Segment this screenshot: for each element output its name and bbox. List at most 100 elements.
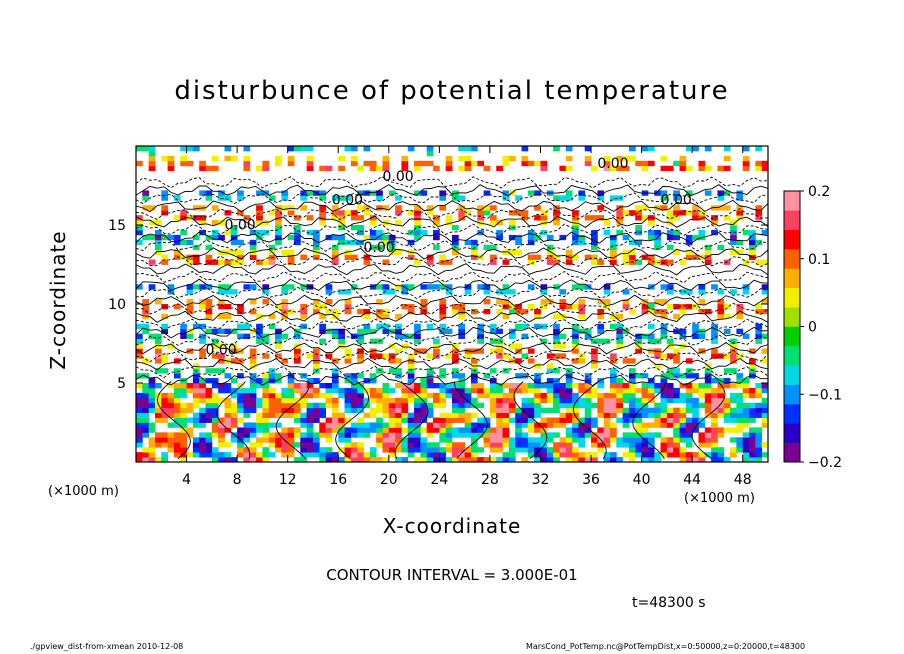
heatmap-cell	[445, 392, 453, 399]
heatmap-cell	[287, 447, 295, 453]
heatmap-cell	[199, 220, 206, 226]
heatmap-cell	[230, 407, 238, 414]
heatmap-cell	[704, 402, 712, 409]
heatmap-cell	[218, 432, 225, 438]
heatmap-cell	[452, 442, 459, 448]
heatmap-cell	[616, 387, 624, 394]
heatmap-cell	[578, 358, 586, 364]
heatmap-cell	[559, 402, 567, 409]
heatmap-cell	[616, 210, 624, 216]
heatmap-cell	[338, 155, 345, 162]
heatmap-cell	[249, 452, 257, 458]
heatmap-cell	[641, 160, 649, 167]
heatmap-cell	[660, 437, 668, 443]
heatmap-cell	[167, 392, 175, 399]
heatmap-cell	[395, 422, 402, 428]
heatmap-cell	[439, 412, 447, 418]
heatmap-cell	[376, 323, 383, 330]
heatmap-cell	[338, 432, 345, 438]
heatmap-cell	[470, 437, 478, 443]
heatmap-cell	[685, 165, 693, 172]
heatmap-cell	[553, 457, 560, 462]
heatmap-cell	[723, 146, 731, 152]
heatmap-cell	[679, 259, 687, 265]
heatmap-cell	[192, 422, 200, 428]
heatmap-cell	[401, 397, 409, 404]
heatmap-cell	[205, 412, 213, 418]
heatmap-cell	[262, 412, 270, 418]
heatmap-cell	[641, 387, 649, 394]
heatmap-cell	[331, 407, 339, 414]
heatmap-cell	[319, 412, 326, 418]
heatmap-cell	[420, 378, 428, 384]
heatmap-cell	[761, 383, 768, 389]
x-tick-label: 8	[233, 472, 242, 488]
heatmap-cell	[445, 412, 453, 418]
heatmap-cell	[142, 146, 150, 152]
contour-line	[216, 381, 251, 459]
heatmap-cell	[161, 407, 168, 414]
heatmap-cell	[559, 417, 567, 423]
heatmap-cell	[249, 447, 257, 453]
heatmap-cell	[173, 387, 181, 394]
heatmap-cell	[173, 249, 181, 256]
heatmap-cell	[641, 383, 649, 389]
heatmap-cell	[628, 383, 636, 389]
heatmap-cell	[414, 210, 421, 216]
heatmap-cell	[262, 284, 270, 290]
heatmap-cell	[749, 358, 756, 364]
heatmap-cell	[540, 284, 548, 290]
heatmap-cell	[388, 422, 396, 428]
heatmap-cell	[192, 284, 200, 290]
heatmap-cell	[395, 383, 402, 389]
heatmap-cell	[565, 249, 573, 256]
heatmap-cell	[489, 392, 497, 399]
heatmap-cell	[414, 259, 421, 265]
heatmap-cell	[205, 313, 213, 320]
heatmap-cell	[331, 373, 339, 379]
heatmap-cell	[521, 308, 529, 315]
heatmap-cell	[685, 146, 693, 152]
heatmap-cell	[521, 210, 529, 216]
heatmap-cell	[749, 363, 756, 369]
y-tick-label: 15	[108, 218, 126, 234]
heatmap-cell	[622, 210, 630, 216]
heatmap-cell	[287, 234, 295, 241]
heatmap-cell	[616, 155, 624, 162]
heatmap-cell	[704, 146, 712, 152]
heatmap-cell	[218, 397, 225, 404]
heatmap-cell	[401, 304, 409, 310]
heatmap-cell	[319, 338, 326, 344]
heatmap-cell	[426, 392, 434, 399]
heatmap-cell	[749, 417, 756, 423]
heatmap-cell	[363, 160, 371, 167]
heatmap-cell	[338, 289, 345, 295]
heatmap-cell	[287, 378, 295, 384]
heatmap-cell	[654, 383, 661, 389]
heatmap-cell	[578, 353, 586, 359]
heatmap-cell	[521, 457, 529, 462]
heatmap-cell	[382, 313, 390, 320]
heatmap-cell	[591, 432, 598, 438]
heatmap-cell	[553, 407, 560, 414]
heatmap-cell	[376, 284, 383, 290]
heatmap-cell	[736, 383, 744, 389]
heatmap-cell	[610, 457, 617, 462]
heatmap-cell	[496, 353, 503, 359]
heatmap-cell	[521, 432, 529, 438]
heatmap-cell	[559, 392, 567, 399]
heatmap-cell	[508, 234, 516, 241]
heatmap-cell	[458, 146, 466, 152]
heatmap-cell	[534, 447, 541, 453]
heatmap-cell	[616, 323, 624, 330]
colorbar-segment	[784, 345, 800, 366]
heatmap-cell	[256, 333, 263, 339]
heatmap-cell	[628, 308, 636, 315]
heatmap-cell	[660, 155, 668, 162]
heatmap-cell	[439, 304, 447, 310]
heatmap-cell	[433, 447, 440, 453]
heatmap-cell	[363, 146, 371, 152]
heatmap-cell	[237, 373, 244, 379]
heatmap-cell	[199, 353, 206, 359]
heatmap-cell	[262, 229, 270, 236]
